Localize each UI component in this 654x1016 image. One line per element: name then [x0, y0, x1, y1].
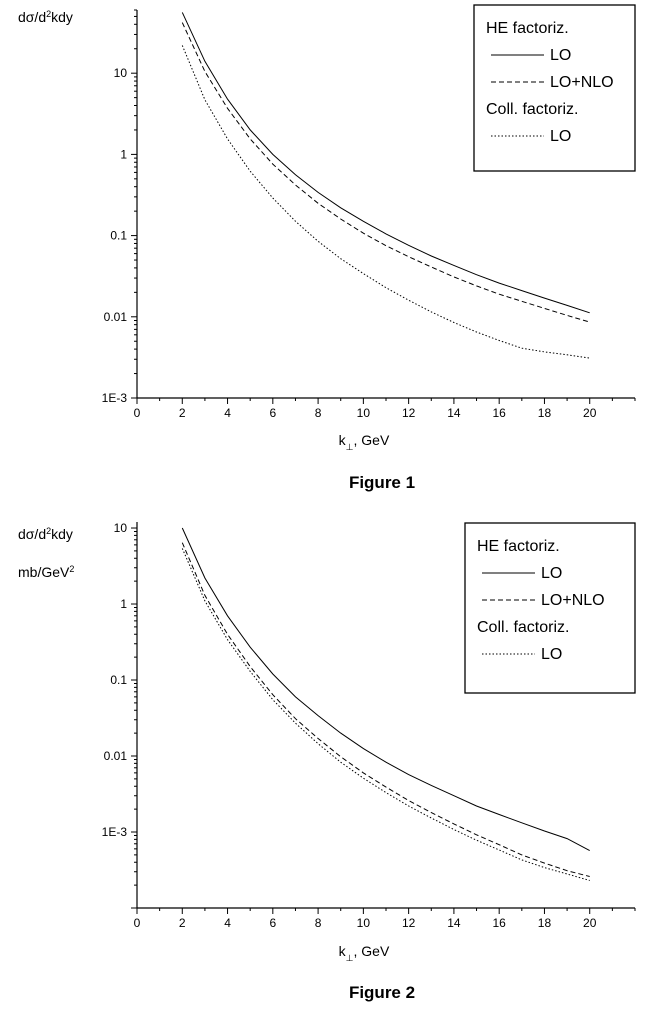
y-tick-label: 0.01 — [104, 310, 128, 324]
y-tick-label: 0.1 — [110, 673, 127, 687]
y-axis-unit: mb/GeV2 — [18, 564, 74, 580]
y-tick-label: 1 — [120, 147, 127, 161]
x-tick-label: 4 — [224, 916, 231, 930]
x-tick-label: 20 — [583, 406, 597, 420]
y-axis-title: dσ/d2kdy — [18, 9, 73, 25]
legend-entry: LO+NLO — [550, 74, 614, 91]
legend-header: HE factoriz. — [486, 20, 569, 37]
x-tick-label: 12 — [402, 406, 416, 420]
figure-caption: Figure 2 — [349, 983, 415, 1002]
series-line-dotted — [181, 45, 590, 359]
x-tick-label: 0 — [134, 916, 141, 930]
x-axis-title: k⊥, GeV — [339, 943, 390, 963]
y-axis-title: dσ/d2kdy — [18, 526, 73, 542]
legend-header: HE factoriz. — [477, 538, 560, 555]
legend-entry: LO+NLO — [541, 592, 605, 609]
y-tick-label: 1 — [120, 597, 127, 611]
x-tick-label: 4 — [224, 406, 231, 420]
x-tick-label: 10 — [357, 916, 371, 930]
x-tick-label: 16 — [493, 406, 507, 420]
y-tick-label: 1E-3 — [102, 825, 128, 839]
x-tick-label: 18 — [538, 406, 552, 420]
x-tick-label: 2 — [179, 406, 186, 420]
y-tick-label: 0.01 — [104, 749, 128, 763]
x-tick-label: 6 — [269, 406, 276, 420]
legend: HE factoriz. LO LO+NLO Coll. factoriz. LO — [464, 522, 636, 694]
y-tick-label: 1E-3 — [102, 391, 128, 405]
x-tick-label: 12 — [402, 916, 416, 930]
x-tick-label: 20 — [583, 916, 597, 930]
x-axis-title: k⊥, GeV — [339, 432, 390, 452]
y-tick-label: 0.1 — [110, 229, 127, 243]
x-tick-label: 16 — [493, 916, 507, 930]
y-tick-label: 10 — [114, 66, 128, 80]
legend-box — [464, 522, 636, 694]
x-tick-label: 14 — [447, 916, 461, 930]
legend: HE factoriz. LO LO+NLO Coll. factoriz. LO — [473, 4, 636, 172]
x-tick-label: 8 — [315, 916, 322, 930]
legend-header: Coll. factoriz. — [477, 619, 569, 636]
x-tick-label: 0 — [134, 406, 141, 420]
chart-2: 0 2 4 6 8 10 12 14 16 18 20 1E-3 0.01 0.1 1 10 dσ/d2kdy m… — [18, 521, 636, 1002]
x-tick-label: 2 — [179, 916, 186, 930]
legend-entry: LO — [541, 646, 562, 663]
x-tick-label: 6 — [269, 916, 276, 930]
legend-entry: LO — [541, 565, 562, 582]
legend-box — [473, 4, 636, 172]
x-tick-label: 18 — [538, 916, 552, 930]
y-tick-label: 10 — [114, 521, 128, 535]
x-tick-label: 10 — [357, 406, 371, 420]
legend-entry: LO — [550, 47, 571, 64]
series-line-dotted — [181, 548, 590, 881]
series-line-solid — [181, 12, 590, 314]
legend-entry: LO — [550, 128, 571, 145]
series-line-solid — [181, 527, 590, 852]
figure-caption: Figure 1 — [349, 473, 415, 492]
series-line-dashed — [181, 542, 590, 877]
legend-header: Coll. factoriz. — [486, 101, 578, 118]
x-tick-label: 8 — [315, 406, 322, 420]
x-tick-label: 14 — [447, 406, 461, 420]
chart-1: 0 2 4 6 8 10 12 14 16 18 20 1E-3 0.01 0.1 1 10 dσ/d2kdy k… — [18, 4, 636, 492]
